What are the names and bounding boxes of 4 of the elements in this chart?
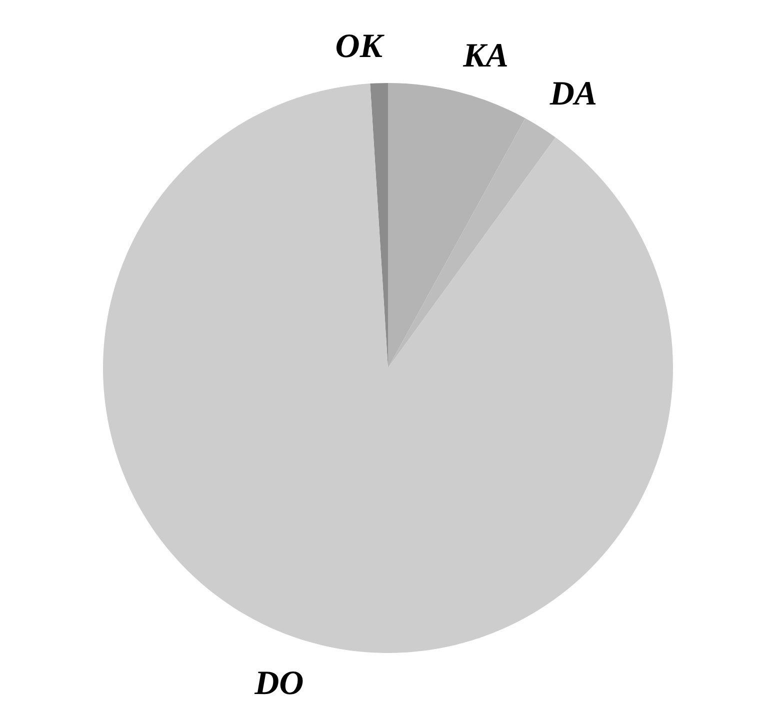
- slice-label: KA: [462, 37, 508, 74]
- slice-label: DO: [254, 665, 304, 702]
- slice-label: DA: [548, 76, 598, 113]
- slice-label: OK: [335, 28, 385, 65]
